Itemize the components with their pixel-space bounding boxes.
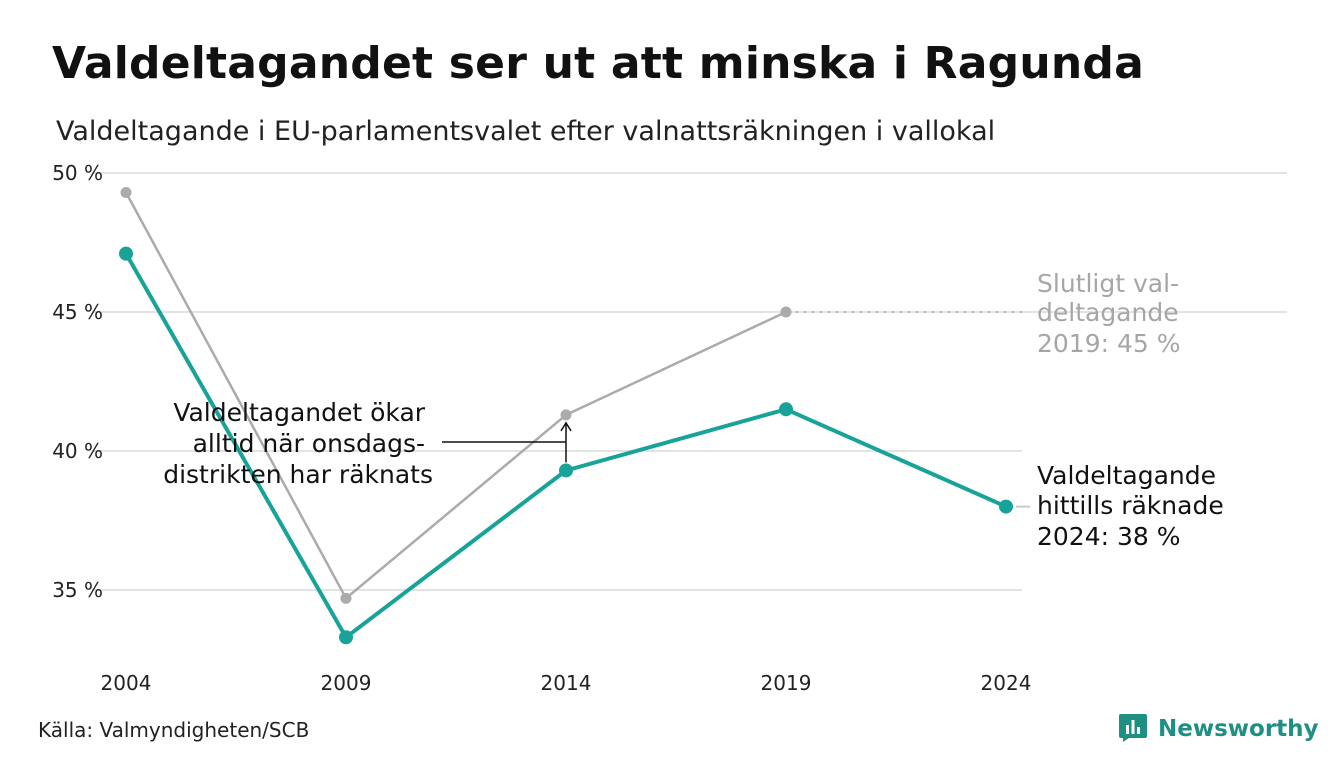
gridlines xyxy=(92,172,1287,591)
source-note: Källa: Valmyndigheten/SCB xyxy=(38,718,310,742)
annotation-onsdag: Valdeltagandet ökar alltid när onsdags- … xyxy=(163,398,433,489)
y-axis-ticks: 35 % 40 % 45 % 50 % xyxy=(52,161,103,602)
data-point-valnatt xyxy=(779,402,793,417)
annotation-leaders xyxy=(442,311,1030,508)
annotation-hittills-line-2: hittills räknade xyxy=(1037,491,1224,520)
annotation-onsdag-line-2: alltid när onsdags- xyxy=(193,429,425,458)
y-tick-label: 35 % xyxy=(52,578,103,602)
annotation-hittills-line-1: Valdeltagande xyxy=(1037,461,1216,490)
arrow-onsdag-head xyxy=(560,421,572,432)
x-tick-label: 2024 xyxy=(981,671,1032,695)
brand-logo[interactable]: Newsworthy xyxy=(1118,712,1319,746)
annotation-hittills: Valdeltagande hittills räknade 2024: 38 … xyxy=(1037,461,1232,551)
annotation-onsdag-line-3: distrikten har räknats xyxy=(163,460,433,489)
data-point-slutligt xyxy=(780,306,792,318)
x-tick-label: 2004 xyxy=(101,671,152,695)
data-point-valnatt xyxy=(119,246,133,261)
y-tick-label: 40 % xyxy=(52,439,103,463)
data-point-slutligt xyxy=(560,409,572,421)
data-point-valnatt xyxy=(339,630,353,645)
annotation-slutligt-line-2: deltagande xyxy=(1037,298,1179,327)
annotation-onsdag-line-1: Valdeltagandet ökar xyxy=(173,398,425,427)
chart-subtitle: Valdeltagande i EU-parlamentsvalet efter… xyxy=(56,116,996,147)
annotation-slutligt: Slutligt val- deltagande 2019: 45 % xyxy=(1037,269,1187,358)
y-tick-label: 50 % xyxy=(52,161,103,185)
data-point-valnatt xyxy=(999,499,1013,514)
annotation-slutligt-line-3: 2019: 45 % xyxy=(1037,329,1181,358)
series-points xyxy=(119,186,1013,645)
bar-chart-icon xyxy=(1118,712,1148,746)
x-tick-label: 2009 xyxy=(321,671,372,695)
data-point-slutligt xyxy=(120,186,132,198)
annotation-hittills-line-3: 2024: 38 % xyxy=(1037,522,1181,551)
chart-title: Valdeltagandet ser ut att minska i Ragun… xyxy=(52,38,1144,89)
x-tick-label: 2014 xyxy=(541,671,592,695)
brand-name: Newsworthy xyxy=(1158,716,1319,742)
annotation-slutligt-line-1: Slutligt val- xyxy=(1037,269,1179,298)
y-tick-label: 45 % xyxy=(52,300,103,324)
series-line-slutligt xyxy=(124,191,787,600)
data-point-valnatt xyxy=(559,463,573,478)
x-tick-label: 2019 xyxy=(761,671,812,695)
x-axis-ticks: 2004 2009 2014 2019 2024 xyxy=(101,671,1032,695)
data-point-slutligt xyxy=(340,592,352,604)
